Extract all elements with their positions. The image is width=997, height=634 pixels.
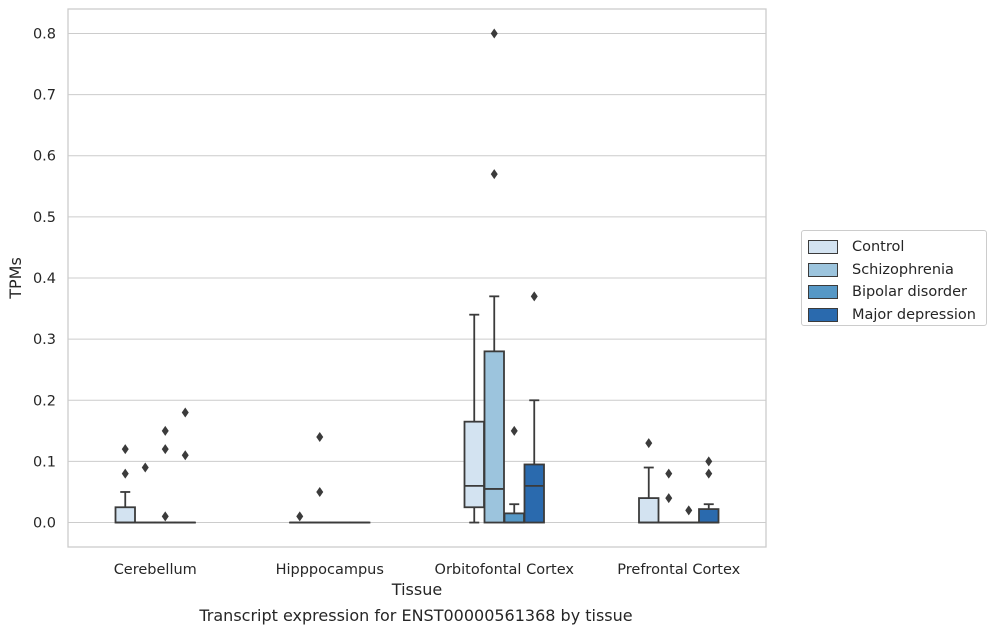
box-bipolar-disorder bbox=[503, 425, 525, 524]
y-tick-label: 0.8 bbox=[33, 26, 56, 42]
legend-label: Control bbox=[852, 239, 905, 256]
legend-item: Bipolar disorder bbox=[808, 281, 986, 304]
box-body bbox=[523, 463, 545, 524]
y-tick-label: 0.5 bbox=[33, 210, 56, 226]
legend-swatch bbox=[808, 307, 838, 322]
box-control bbox=[638, 438, 660, 524]
y-tick-label: 0.0 bbox=[33, 516, 56, 532]
outlier-point bbox=[705, 456, 713, 467]
y-tick-label: 0.1 bbox=[33, 454, 56, 470]
box-control bbox=[289, 511, 311, 524]
x-tick-label: Prefrontal Cortex bbox=[617, 562, 740, 578]
box-body bbox=[638, 497, 660, 524]
outlier-point bbox=[181, 450, 189, 461]
box-major-depression bbox=[174, 407, 196, 524]
box-major-depression bbox=[698, 456, 720, 524]
legend-item: Control bbox=[808, 236, 986, 259]
outlier-point bbox=[161, 444, 169, 455]
outlier-point bbox=[161, 425, 169, 436]
legend-swatch bbox=[808, 285, 838, 300]
y-tick-label: 0.7 bbox=[33, 88, 56, 104]
y-tick-label: 0.6 bbox=[33, 149, 56, 165]
box-body bbox=[114, 506, 136, 524]
box-schizophrenia bbox=[658, 468, 680, 524]
box-major-depression bbox=[523, 291, 545, 524]
outlier-point bbox=[316, 486, 324, 497]
box-body bbox=[503, 512, 525, 524]
legend: Control Schizophrenia Bipolar disorder Majo… bbox=[801, 230, 987, 326]
x-axis-label: Tissue bbox=[391, 580, 442, 599]
y-axis-label: TPMs bbox=[6, 257, 25, 300]
outlier-point bbox=[121, 468, 129, 479]
box-body bbox=[483, 350, 505, 524]
outlier-point bbox=[181, 407, 189, 418]
box-schizophrenia bbox=[483, 28, 505, 524]
outlier-point bbox=[161, 511, 169, 522]
outlier-point bbox=[316, 431, 324, 442]
x-tick-label: Orbitofontal Cortex bbox=[435, 562, 575, 578]
plot-frame bbox=[67, 8, 767, 548]
outlier-point bbox=[510, 425, 518, 436]
legend-item: Schizophrenia bbox=[808, 259, 986, 282]
legend-label: Bipolar disorder bbox=[852, 284, 967, 301]
box-schizophrenia bbox=[134, 462, 156, 524]
y-tick-label: 0.2 bbox=[33, 393, 56, 409]
box-schizophrenia bbox=[309, 431, 331, 524]
outlier-point bbox=[141, 462, 149, 473]
y-tick-label: 0.3 bbox=[33, 332, 56, 348]
box-bipolar-disorder bbox=[678, 505, 700, 524]
outlier-point bbox=[296, 511, 304, 522]
y-tick-label: 0.4 bbox=[33, 271, 56, 287]
box-bipolar-disorder bbox=[154, 425, 176, 524]
outlier-point bbox=[490, 28, 498, 39]
outlier-point bbox=[665, 493, 673, 504]
chart-caption: Transcript expression for ENST0000056136… bbox=[199, 606, 633, 625]
x-tick-label: Cerebellum bbox=[114, 562, 197, 578]
outlier-point bbox=[665, 468, 673, 479]
outlier-point bbox=[705, 468, 713, 479]
outlier-point bbox=[121, 444, 129, 455]
box-body bbox=[463, 420, 485, 509]
box-control bbox=[463, 313, 485, 524]
outlier-point bbox=[490, 169, 498, 180]
legend-label: Schizophrenia bbox=[852, 261, 954, 278]
box-body bbox=[698, 508, 720, 524]
outlier-point bbox=[685, 505, 693, 516]
legend-swatch bbox=[808, 240, 838, 255]
x-tick-label: Hipppocampus bbox=[276, 562, 384, 578]
legend-swatch bbox=[808, 262, 838, 277]
box-control bbox=[114, 444, 136, 524]
legend-item: Major depression bbox=[808, 304, 986, 327]
legend-label: Major depression bbox=[852, 306, 976, 323]
outlier-point bbox=[645, 438, 653, 449]
outlier-point bbox=[530, 291, 538, 302]
